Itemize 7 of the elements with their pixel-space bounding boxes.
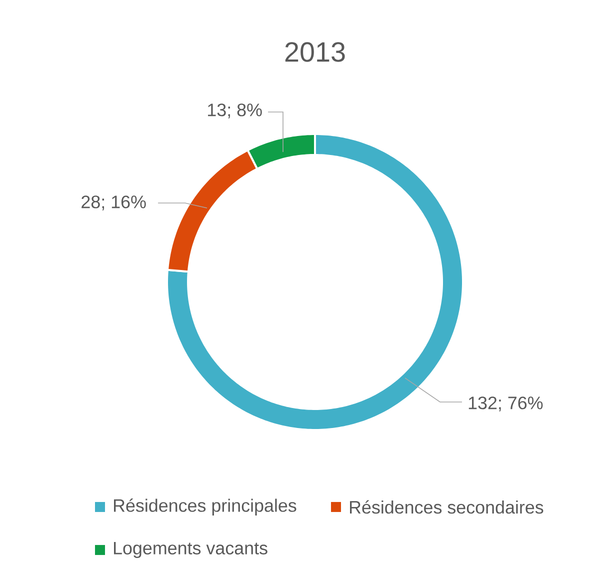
data-label: 13; 8% bbox=[208, 104, 262, 118]
legend-label: Logements vacants bbox=[114, 542, 268, 558]
legend-label: Résidences secondaires bbox=[350, 500, 544, 514]
data-label: 132; 76% bbox=[468, 396, 543, 412]
legend-label: Résidences principales bbox=[114, 498, 296, 516]
chart-title: 2013 bbox=[285, 42, 345, 62]
data-label: 28; 16% bbox=[82, 196, 146, 210]
